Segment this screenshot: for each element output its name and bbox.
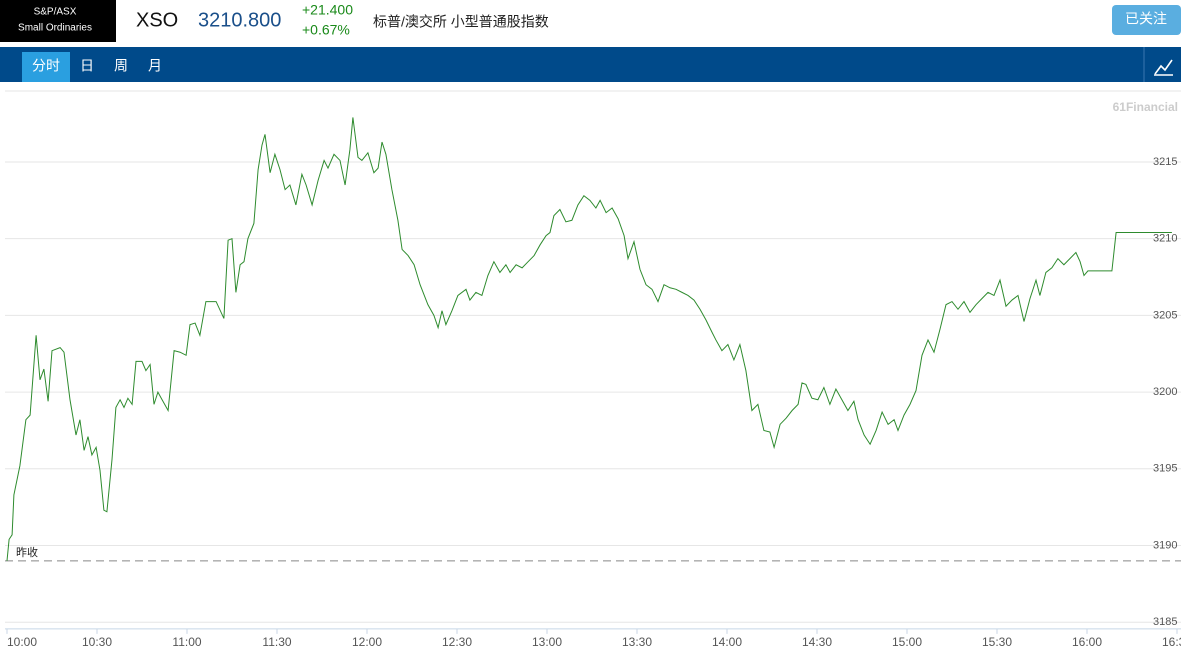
x-tick-label: 11:00	[172, 635, 201, 649]
x-tick-label: 11:30	[262, 635, 291, 649]
x-tick-label: 16:00	[1072, 635, 1102, 649]
tab[interactable]: 月	[148, 58, 162, 74]
tab[interactable]: 日	[80, 58, 94, 74]
x-tick-label: 12:00	[352, 635, 382, 649]
symbol: XSO	[136, 9, 178, 31]
logo-line: Small Ordinaries	[18, 23, 92, 34]
x-tick-label: 14:00	[712, 635, 742, 649]
change-pct: +0.67%	[302, 22, 350, 38]
y-tick-label: 3185	[1153, 616, 1177, 628]
logo-line: S&P/ASX	[34, 7, 77, 18]
x-tick-label: 13:30	[622, 635, 652, 649]
plot: 3185 3190 3195 3200 3205 3210 3215 10:00 10:30 11…	[5, 117, 1181, 649]
x-tick-label: 16:30	[1162, 635, 1181, 649]
y-tick-label: 3190	[1153, 539, 1177, 551]
tab[interactable]: 周	[114, 58, 128, 74]
y-tick-label: 3195	[1153, 463, 1177, 475]
watermark: 61Financial	[1113, 100, 1178, 114]
chart-icon[interactable]	[1154, 59, 1173, 75]
index-name: 标普/澳交所 小型普通股指数	[373, 14, 549, 30]
prev-close-label: 昨收	[16, 545, 38, 559]
x-tick-label: 15:00	[892, 635, 922, 649]
x-tick-label: 10:30	[82, 635, 112, 649]
x-tick-label: 12:30	[442, 635, 472, 649]
x-tick-label: 13:00	[532, 635, 562, 649]
y-tick-label: 3210	[1153, 233, 1177, 245]
x-tick-label: 10:00	[7, 635, 37, 649]
y-tick-label: 3200	[1153, 386, 1177, 398]
y-tick-label: 3215	[1153, 156, 1177, 168]
change: +21.400	[302, 2, 353, 18]
follow-button[interactable]	[1112, 5, 1181, 35]
active-tab[interactable]	[22, 52, 70, 82]
tab[interactable]: 分时	[32, 58, 60, 74]
y-tick-label: 3205	[1153, 309, 1177, 321]
price-line	[6, 117, 1172, 561]
x-tick-label: 14:30	[802, 635, 832, 649]
logo	[0, 0, 116, 42]
nav-bar	[0, 47, 1181, 82]
follow-label[interactable]: 已关注	[1125, 11, 1167, 27]
price: 3210.800	[198, 9, 281, 31]
x-tick-label: 15:30	[982, 635, 1012, 649]
